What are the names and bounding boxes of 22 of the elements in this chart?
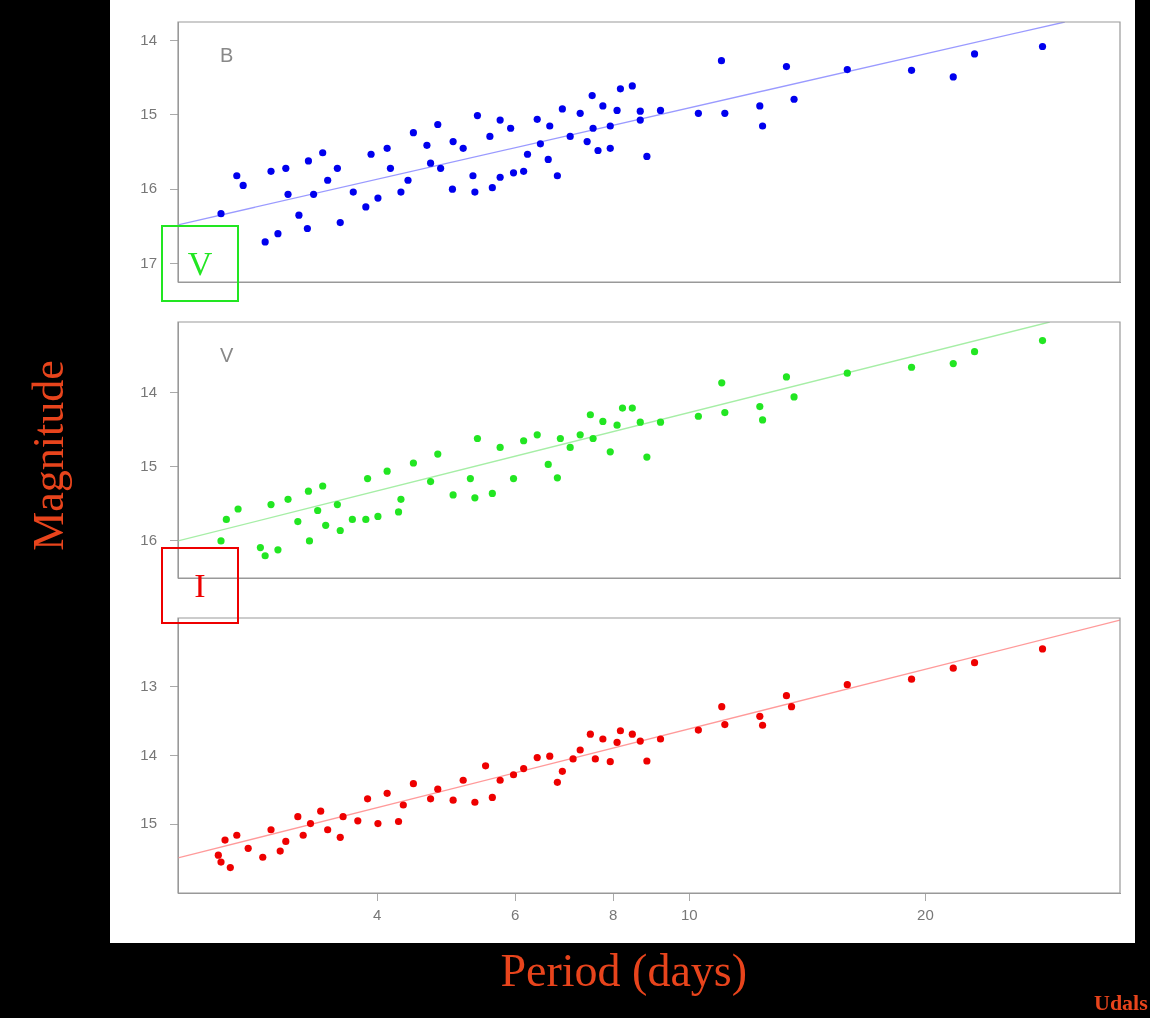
annotation: V bbox=[161, 225, 239, 302]
annotation: I bbox=[161, 547, 239, 624]
y-axis-title: Magnitude bbox=[22, 359, 74, 551]
x-tick-label: 20 bbox=[917, 906, 934, 924]
x-tick-label: 8 bbox=[609, 906, 618, 924]
y-tick-label: 16 bbox=[140, 179, 157, 197]
x-tick-label: 10 bbox=[680, 906, 698, 924]
y-tick-label: 13 bbox=[140, 676, 157, 694]
annotation: V bbox=[220, 344, 234, 367]
x-axis-title: Period (days) bbox=[500, 944, 748, 997]
x-tick-label: 6 bbox=[511, 906, 520, 924]
y-tick-label: 15 bbox=[140, 105, 157, 122]
y-tick-label: 17 bbox=[140, 253, 157, 271]
annotation: B bbox=[220, 44, 234, 67]
y-tick-label: 14 bbox=[140, 745, 157, 763]
y-tick-label: 16 bbox=[140, 531, 157, 549]
y-tick-label: 14 bbox=[140, 382, 157, 400]
y-tick-label: 15 bbox=[140, 456, 157, 474]
y-tick-label: 14 bbox=[140, 30, 157, 48]
y-tick-label: 15 bbox=[140, 814, 157, 832]
text: Udals bbox=[1094, 990, 1148, 1016]
x-tick-label: 4 bbox=[372, 906, 382, 924]
